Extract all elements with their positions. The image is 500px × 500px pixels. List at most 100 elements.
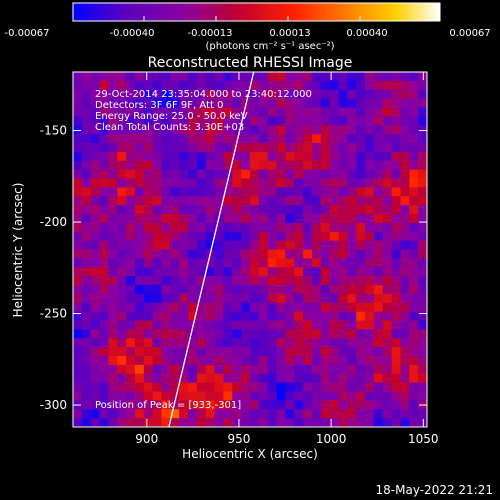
heatmap-cell bbox=[409, 409, 419, 419]
heatmap-cell bbox=[90, 249, 100, 259]
heatmap-cell bbox=[73, 258, 83, 268]
heatmap-cell bbox=[276, 364, 286, 375]
heatmap-cell bbox=[99, 276, 109, 286]
heatmap-cell bbox=[188, 285, 198, 295]
heatmap-cell bbox=[108, 285, 118, 295]
heatmap-cell bbox=[285, 285, 295, 295]
heatmap-cell bbox=[347, 80, 357, 91]
heatmap-cell bbox=[373, 205, 384, 215]
heatmap-cell bbox=[99, 116, 109, 126]
heatmap-cell bbox=[108, 89, 118, 100]
heatmap-cell bbox=[258, 267, 269, 277]
heatmap-cell bbox=[303, 276, 313, 286]
heatmap-cell bbox=[188, 80, 198, 91]
heatmap-cell bbox=[126, 409, 136, 419]
heatmap-cell bbox=[152, 151, 162, 162]
heatmap-cell bbox=[418, 205, 427, 215]
heatmap-cell bbox=[258, 169, 269, 179]
heatmap-cell bbox=[347, 356, 357, 366]
heatmap-cell bbox=[311, 72, 322, 82]
heatmap-cell bbox=[303, 231, 313, 242]
heatmap-cell bbox=[73, 214, 83, 224]
heatmap-cell bbox=[400, 98, 410, 108]
heatmap-cell bbox=[223, 267, 233, 277]
heatmap-cell bbox=[258, 293, 269, 304]
heatmap-cell bbox=[285, 187, 295, 197]
heatmap-cell bbox=[391, 373, 401, 384]
heatmap-cell bbox=[134, 143, 145, 153]
heatmap-cell bbox=[356, 338, 366, 348]
heatmap-cell bbox=[347, 151, 357, 162]
heatmap-cell bbox=[81, 311, 92, 321]
heatmap-cell bbox=[232, 356, 242, 366]
heatmap-cell bbox=[373, 240, 384, 250]
heatmap-cell bbox=[400, 214, 410, 224]
heatmap-cell bbox=[276, 267, 286, 277]
heatmap-cell bbox=[241, 329, 251, 339]
heatmap-cell bbox=[294, 364, 304, 375]
heatmap-cell bbox=[241, 364, 251, 375]
heatmap-cell bbox=[196, 418, 207, 427]
heatmap-cell bbox=[134, 302, 145, 313]
heatmap-cell bbox=[391, 231, 401, 242]
heatmap-cell bbox=[205, 320, 215, 330]
heatmap-cell bbox=[241, 134, 251, 144]
heatmap-cell bbox=[152, 160, 162, 171]
heatmap-cell bbox=[294, 329, 304, 339]
heatmap-cell bbox=[196, 302, 207, 313]
heatmap-cell bbox=[373, 107, 384, 117]
heatmap-cell bbox=[143, 356, 154, 366]
heatmap-cell bbox=[90, 391, 100, 401]
heatmap-cell bbox=[294, 116, 304, 126]
heatmap-cell bbox=[365, 285, 375, 295]
heatmap-cell bbox=[214, 72, 224, 82]
heatmap-cell bbox=[294, 160, 304, 171]
heatmap-cell bbox=[400, 72, 410, 82]
heatmap-cell bbox=[391, 329, 401, 339]
heatmap-cell bbox=[179, 72, 189, 82]
heatmap-cell bbox=[338, 347, 348, 357]
heatmap-cell bbox=[258, 196, 269, 206]
heatmap-cell bbox=[409, 356, 419, 366]
heatmap-cell bbox=[179, 276, 189, 286]
heatmap-cell bbox=[338, 293, 348, 304]
heatmap-cell bbox=[311, 276, 322, 286]
heatmap-cell bbox=[285, 89, 295, 100]
y-tick-label: -150 bbox=[40, 124, 67, 138]
heatmap-cell bbox=[400, 222, 410, 233]
heatmap-cell bbox=[365, 347, 375, 357]
heatmap-cell bbox=[409, 187, 419, 197]
heatmap-cell bbox=[347, 373, 357, 384]
heatmap-cell bbox=[117, 80, 127, 91]
heatmap-cell bbox=[179, 116, 189, 126]
heatmap-cell bbox=[90, 205, 100, 215]
heatmap-cell bbox=[134, 267, 145, 277]
heatmap-cell bbox=[223, 107, 233, 117]
heatmap-cell bbox=[108, 116, 118, 126]
heatmap-cell bbox=[161, 231, 171, 242]
heatmap-cell bbox=[90, 293, 100, 304]
heatmap-cell bbox=[188, 391, 198, 401]
heatmap-cell bbox=[161, 222, 171, 233]
heatmap-cell bbox=[311, 382, 322, 392]
heatmap-cell bbox=[311, 364, 322, 375]
heatmap-cell bbox=[73, 72, 83, 82]
heatmap-cell bbox=[320, 418, 331, 427]
heatmap-cell bbox=[188, 382, 198, 392]
heatmap-cell bbox=[303, 72, 313, 82]
heatmap-cell bbox=[285, 302, 295, 313]
heatmap-cell bbox=[311, 267, 322, 277]
heatmap-cell bbox=[99, 196, 109, 206]
heatmap-cell bbox=[320, 214, 331, 224]
heatmap-cell bbox=[126, 231, 136, 242]
heatmap-cell bbox=[329, 222, 339, 233]
heatmap-cell bbox=[400, 151, 410, 162]
heatmap-cell bbox=[382, 391, 392, 401]
heatmap-cell bbox=[418, 364, 427, 375]
heatmap-cell bbox=[276, 187, 286, 197]
heatmap-cell bbox=[179, 302, 189, 313]
heatmap-cell bbox=[99, 302, 109, 313]
heatmap-cell bbox=[205, 329, 215, 339]
heatmap-cell bbox=[205, 240, 215, 250]
heatmap-cell bbox=[134, 409, 145, 419]
